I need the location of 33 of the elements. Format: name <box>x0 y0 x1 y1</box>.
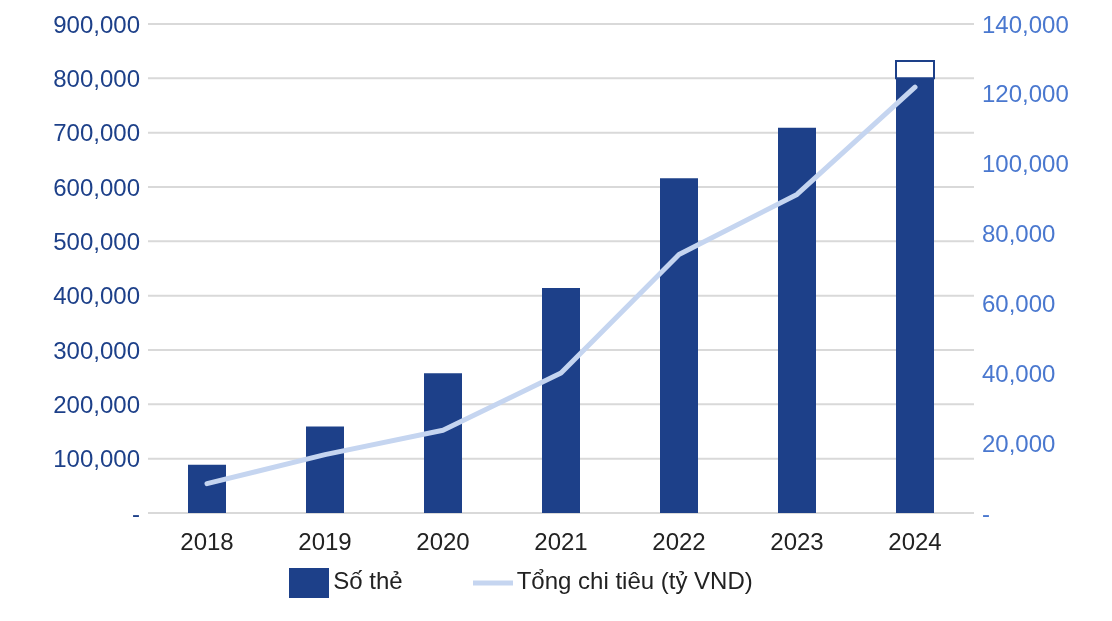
y2-tick-label: 60,000 <box>982 289 1056 317</box>
y2-tick-label: 80,000 <box>982 220 1056 248</box>
y2-tick-label: 100,000 <box>982 150 1069 178</box>
y2-tick-label: 140,000 <box>982 10 1069 38</box>
bar <box>778 127 816 513</box>
y2-tick-label: 20,000 <box>982 429 1056 457</box>
y-tick-label: 600,000 <box>53 173 140 201</box>
bar <box>306 426 344 513</box>
y-tick-label: 400,000 <box>53 282 140 310</box>
bar <box>424 373 462 513</box>
x-tick-label: 2024 <box>888 528 942 556</box>
bar <box>660 178 698 513</box>
y-tick-label: 500,000 <box>53 227 140 255</box>
bar <box>188 464 226 513</box>
x-tick-label: 2023 <box>770 528 824 556</box>
x-tick-label: 2019 <box>298 528 352 556</box>
x-tick-label: 2021 <box>534 528 588 556</box>
bar <box>542 288 580 513</box>
legend-label: Số thẻ <box>333 567 403 595</box>
legend-label: Tổng chi tiêu (tỷ VND) <box>516 567 753 595</box>
x-tick-label: 2020 <box>416 528 470 556</box>
y2-tick-label: - <box>982 499 990 527</box>
y-tick-label: 300,000 <box>53 336 140 364</box>
y-tick-label: 700,000 <box>53 119 140 147</box>
y2-tick-label: 40,000 <box>982 359 1056 387</box>
y2-tick-label: 120,000 <box>982 80 1069 108</box>
x-tick-label: 2018 <box>180 528 234 556</box>
y-tick-label: 100,000 <box>53 445 140 473</box>
y-tick-label: 200,000 <box>53 390 140 418</box>
y-tick-label: - <box>132 499 140 527</box>
x-tick-label: 2022 <box>652 528 706 556</box>
y-tick-label: 900,000 <box>53 10 140 38</box>
y-tick-label: 800,000 <box>53 64 140 92</box>
